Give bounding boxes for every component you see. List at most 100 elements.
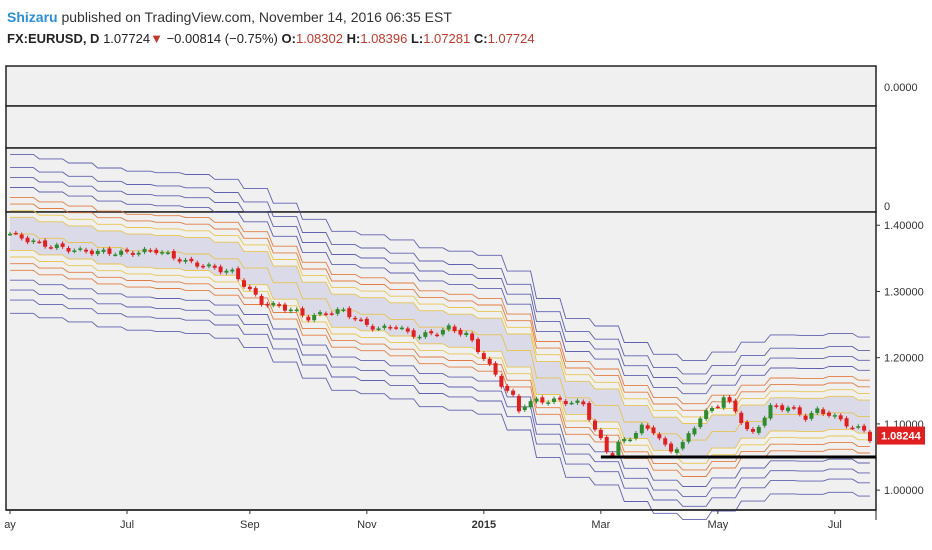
band-line-2	[10, 289, 870, 497]
candle-body-77	[458, 329, 463, 335]
candle-body-144	[850, 427, 855, 430]
candle-body-112	[663, 438, 668, 445]
candle-body-87	[516, 395, 521, 412]
down-arrow-icon: ▼	[150, 31, 163, 46]
y-tick-label-4: 1.00000	[884, 485, 924, 497]
candle-body-84	[499, 375, 504, 387]
last-price-box	[877, 426, 925, 445]
x-axis: ay Jul Sep Nov 2015 Mar May Jul	[4, 509, 876, 531]
published-text: published on TradingView.com, November 1…	[61, 9, 452, 25]
band-line-15	[10, 167, 870, 375]
symbol-label[interactable]: FX:EURUSD, D	[7, 31, 100, 46]
candle-body-146	[862, 425, 867, 431]
candle-body-123	[727, 397, 732, 402]
candle-body-44	[265, 303, 270, 306]
candle-body-74	[440, 329, 445, 335]
high-label: H:	[346, 31, 361, 46]
band-line-7	[10, 249, 870, 458]
candle-body-69	[411, 330, 416, 337]
candle-body-117	[692, 428, 697, 435]
candle-body-60	[359, 319, 363, 322]
candle-body-27	[165, 252, 170, 254]
candle-body-147	[867, 431, 872, 442]
bands-layer	[10, 153, 870, 521]
candle-body-113	[669, 443, 674, 452]
candle-body-107	[633, 433, 638, 439]
candle-body-96	[569, 402, 574, 405]
chart-header: Shizaru published on TradingView.com, No…	[7, 6, 907, 50]
candle-body-94	[557, 397, 562, 400]
candle-body-45	[271, 303, 276, 306]
candle-body-35	[212, 265, 217, 268]
band-line-16	[10, 153, 870, 362]
candle-body-124	[733, 400, 738, 412]
candle-body-79	[470, 333, 475, 341]
candle-body-70	[417, 336, 422, 339]
candle-body-89	[528, 401, 533, 408]
candle-body-72	[429, 331, 434, 334]
candle-body-25	[154, 249, 159, 254]
band-line-3	[10, 279, 870, 487]
candle-body-80	[476, 339, 480, 353]
candle-body-68	[405, 328, 410, 332]
close-label: C:	[473, 31, 488, 46]
candle-body-58	[347, 308, 352, 318]
candle-body-28	[171, 251, 176, 259]
candle-body-127	[750, 429, 755, 432]
candle-body-20	[125, 249, 129, 252]
candle-body-110	[651, 427, 656, 434]
candle-body-10	[66, 248, 71, 252]
low-label: L:	[410, 31, 424, 46]
candle-body-21	[130, 252, 135, 255]
x-tick-label-5: Mar	[591, 519, 610, 531]
band-line-11	[10, 203, 870, 411]
candle-body-32	[195, 262, 200, 267]
middle-pane-tick: 0	[884, 201, 890, 213]
candle-body-16	[101, 249, 106, 252]
candle-body-30	[183, 259, 188, 262]
y-tick-label-2: 1.20000	[884, 353, 924, 365]
candle-body-85	[505, 385, 510, 391]
candle-body-100	[593, 420, 597, 430]
candle-body-50	[300, 308, 305, 316]
candle-body-106	[628, 439, 633, 442]
candle-body-95	[563, 400, 568, 405]
candle-body-22	[136, 252, 141, 255]
candle-body-2	[19, 234, 24, 239]
band-line-8	[10, 233, 870, 441]
candle-body-137	[809, 412, 814, 419]
candle-body-46	[277, 304, 282, 306]
x-tick-label-2: Sep	[240, 519, 260, 531]
candle-body-4	[31, 240, 36, 242]
candle-body-0	[8, 233, 12, 236]
candle-body-54	[323, 313, 328, 316]
candle-body-47	[282, 304, 287, 311]
candle-body-75	[446, 325, 451, 330]
author-link[interactable]: Shizaru	[7, 9, 58, 25]
candle-body-23	[142, 248, 147, 253]
candle-body-92	[546, 402, 551, 404]
candle-body-37	[224, 270, 229, 273]
candle-body-59	[353, 317, 358, 320]
candle-body-145	[856, 426, 861, 428]
y-tick-label-1: 1.30000	[884, 286, 924, 298]
middle-indicator-pane	[5, 105, 877, 149]
candle-body-126	[745, 422, 750, 430]
candle-body-33	[201, 265, 206, 268]
low-value: 1.07281	[423, 31, 471, 46]
candle-body-56	[335, 309, 340, 314]
candle-body-142	[838, 415, 843, 420]
candle-body-62	[370, 326, 375, 330]
candle-body-99	[587, 402, 592, 420]
candle-body-119	[704, 410, 709, 419]
candle-body-140	[827, 412, 831, 416]
candle-body-102	[604, 436, 609, 452]
x-tick-label-6: May	[707, 519, 728, 531]
candle-body-81	[481, 353, 486, 360]
candle-body-67	[399, 327, 404, 330]
candle-body-128	[756, 426, 761, 433]
candle-body-114	[674, 449, 679, 453]
band-fill	[10, 217, 870, 457]
candle-body-98	[581, 401, 586, 405]
